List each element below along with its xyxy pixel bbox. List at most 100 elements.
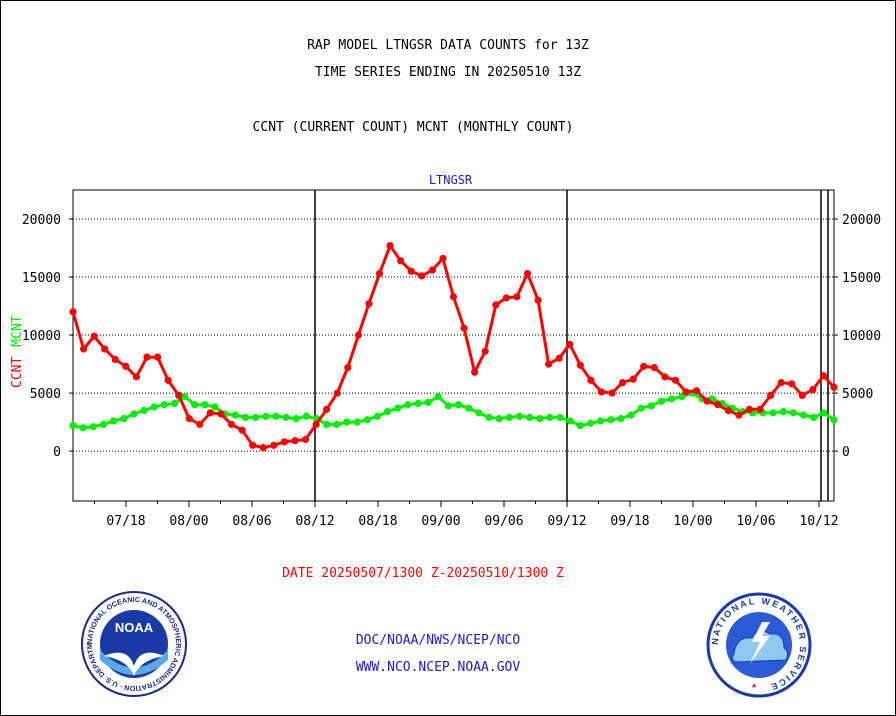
- data-point-mcnt: [109, 417, 118, 425]
- y-tick-label-left: 15000: [22, 271, 61, 286]
- data-point-mcnt: [444, 402, 453, 410]
- data-point-ccnt: [640, 362, 648, 370]
- data-point-ccnt: [238, 426, 246, 434]
- header-title: RAP MODEL LTNGSR DATA COUNTS for 13Z: [307, 38, 589, 53]
- data-point-ccnt: [555, 354, 563, 362]
- data-point-mcnt: [414, 399, 422, 408]
- data-point-mcnt: [69, 421, 77, 430]
- data-point-ccnt: [143, 353, 151, 361]
- x-tick-label: 08/00: [169, 514, 208, 529]
- data-point-mcnt: [363, 416, 371, 424]
- data-point-mcnt: [262, 412, 270, 420]
- x-tick-label: 10/12: [799, 514, 838, 529]
- data-point-ccnt: [777, 379, 785, 387]
- data-point-ccnt: [291, 437, 299, 445]
- data-point-ccnt: [206, 409, 215, 417]
- plot-area-frame: [72, 189, 835, 502]
- nws-logo-icon: NATIONAL WEATHER SERVICE: [706, 592, 812, 698]
- data-point-ccnt: [830, 383, 838, 391]
- website-link[interactable]: WWW.NCO.NCEP.NOAA.GOV: [355, 660, 521, 675]
- y-tick-label-right: 0: [842, 445, 850, 460]
- data-point-mcnt: [160, 401, 168, 409]
- org-path-link[interactable]: DOC/NOAA/NWS/NCEP/NCO: [355, 633, 521, 648]
- data-point-mcnt: [191, 401, 199, 409]
- x-tick-label: 09/00: [421, 514, 460, 529]
- data-point-mcnt: [89, 423, 97, 431]
- data-point-mcnt: [475, 409, 483, 417]
- data-point-ccnt: [798, 391, 806, 399]
- x-tick-label: 09/12: [547, 514, 586, 529]
- data-point-ccnt: [428, 266, 436, 274]
- data-point-mcnt: [99, 420, 108, 429]
- y-axis-label: CCNT MCNT: [10, 315, 25, 388]
- data-point-ccnt: [703, 397, 711, 405]
- data-point-mcnt: [424, 398, 432, 406]
- data-point-ccnt: [196, 420, 204, 429]
- data-point-mcnt: [586, 419, 595, 427]
- data-point-ccnt: [153, 353, 162, 361]
- data-point-ccnt: [566, 340, 574, 348]
- x-tick-label: 08/06: [232, 514, 271, 529]
- x-tick-label: 10/06: [736, 514, 775, 529]
- chart-inner-title: LTNGSR: [429, 173, 473, 187]
- data-point-mcnt: [789, 409, 798, 417]
- data-point-ccnt: [661, 373, 669, 381]
- data-point-mcnt: [343, 418, 351, 426]
- data-point-mcnt: [627, 411, 635, 419]
- data-point-mcnt: [292, 415, 300, 423]
- data-point-mcnt: [404, 401, 412, 409]
- data-point-mcnt: [150, 403, 158, 411]
- data-point-mcnt: [637, 404, 645, 412]
- x-tick-label: 09/18: [610, 514, 649, 529]
- data-point-ccnt: [788, 380, 796, 388]
- noaa-logo-icon: NATIONAL OCEANIC AND ATMOSPHERIC ADMINIS…: [80, 590, 187, 697]
- data-point-ccnt: [386, 242, 394, 250]
- data-point-ccnt: [513, 293, 521, 301]
- data-point-mcnt: [272, 412, 280, 420]
- data-point-ccnt: [587, 376, 595, 384]
- data-point-ccnt: [175, 391, 183, 399]
- data-point-ccnt: [597, 388, 606, 396]
- data-point-ccnt: [629, 375, 637, 383]
- data-point-mcnt: [536, 415, 544, 423]
- data-point-mcnt: [546, 413, 554, 422]
- data-point-mcnt: [597, 417, 605, 425]
- data-point-ccnt: [354, 331, 362, 339]
- y-axis-label-mcnt: MCNT: [10, 315, 25, 346]
- y-tick-label-left: 20000: [22, 213, 61, 228]
- data-point-mcnt: [181, 392, 189, 401]
- data-point-mcnt: [830, 416, 838, 424]
- x-tick-label: 08/18: [358, 514, 397, 529]
- data-point-mcnt: [485, 413, 493, 422]
- data-point-ccnt: [259, 444, 267, 452]
- data-point-ccnt: [671, 376, 680, 384]
- data-point-mcnt: [505, 413, 513, 422]
- data-point-ccnt: [217, 410, 225, 418]
- data-point-ccnt: [650, 363, 658, 372]
- data-point-mcnt: [353, 418, 361, 426]
- data-point-ccnt: [397, 257, 405, 265]
- data-point-mcnt: [323, 420, 331, 429]
- data-point-mcnt: [302, 412, 310, 420]
- data-point-ccnt: [471, 368, 479, 376]
- data-point-ccnt: [164, 376, 172, 384]
- data-point-ccnt: [301, 435, 310, 444]
- data-point-ccnt: [460, 324, 468, 332]
- data-point-mcnt: [282, 413, 290, 422]
- data-point-mcnt: [526, 413, 534, 422]
- data-point-ccnt: [735, 411, 743, 419]
- date-range-footer: DATE 20250507/1300 Z-20250510/1300 Z: [282, 566, 564, 581]
- data-point-ccnt: [375, 269, 384, 278]
- y-tick-label-right: 10000: [842, 329, 881, 344]
- data-point-ccnt: [692, 387, 701, 395]
- data-point-ccnt: [449, 293, 458, 301]
- data-point-ccnt: [545, 360, 553, 368]
- data-point-mcnt: [678, 392, 686, 401]
- data-point-ccnt: [312, 420, 320, 429]
- data-point-mcnt: [820, 409, 828, 417]
- data-point-mcnt: [434, 392, 442, 401]
- data-point-ccnt: [365, 300, 373, 308]
- data-point-mcnt: [515, 412, 524, 420]
- data-point-ccnt: [418, 272, 426, 280]
